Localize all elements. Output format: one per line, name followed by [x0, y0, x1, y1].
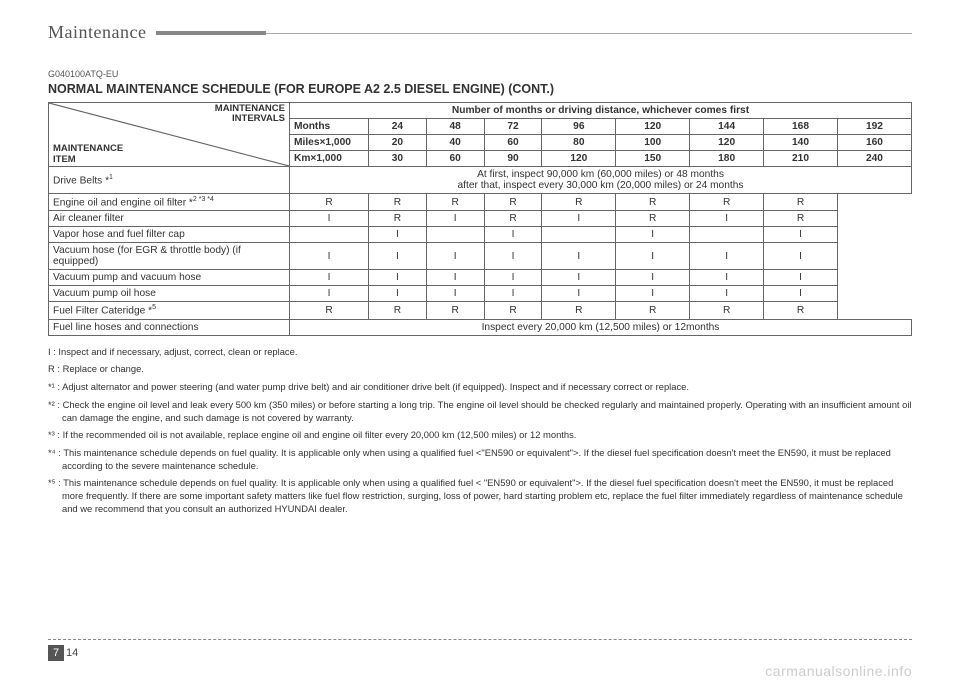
header-title: Maintenance — [48, 22, 156, 43]
row-fuel-line-hoses: Fuel line hoses and connections Inspect … — [49, 319, 912, 335]
note-i: I : Inspect and if necessary, adjust, co… — [48, 346, 912, 359]
row-vacuum-pump-hose: Vacuum pump and vacuum hose I I I I I I … — [49, 270, 912, 286]
corner-bl-l1: MAINTENANCE — [53, 143, 123, 154]
row-drive-belts: Drive Belts *1 At first, inspect 90,000 … — [49, 167, 912, 194]
row-engine-oil: Engine oil and engine oil filter *2 *3 *… — [49, 194, 912, 211]
page-number: 14 — [64, 647, 78, 659]
row-vapor-hose: Vapor hose and fuel filter cap I I I I — [49, 227, 912, 243]
note-r: R : Replace or change. — [48, 363, 912, 376]
header-rule-thin — [266, 33, 912, 34]
corner-tr-l2: INTERVALS — [232, 113, 285, 124]
page-footer: 714 — [48, 639, 912, 661]
document-code: G040100ATQ-EU — [48, 69, 912, 79]
note-2: *² : Check the engine oil level and leak… — [48, 399, 912, 424]
page-header: Maintenance — [48, 22, 912, 43]
maintenance-table: MAINTENANCE INTERVALS MAINTENANCE ITEM N… — [48, 102, 912, 336]
row-air-cleaner: Air cleaner filter I R I R I R I R — [49, 211, 912, 227]
row-vacuum-hose-egr: Vacuum hose (for EGR & throttle body) (i… — [49, 243, 912, 270]
footnotes: I : Inspect and if necessary, adjust, co… — [48, 346, 912, 516]
document-title: NORMAL MAINTENANCE SCHEDULE (FOR EUROPE … — [48, 82, 912, 96]
section-number: 7 — [48, 645, 64, 661]
corner-tr-l1: MAINTENANCE — [215, 103, 285, 114]
note-5: *⁵ : This maintenance schedule depends o… — [48, 477, 912, 515]
table-header-span: Number of months or driving distance, wh… — [290, 103, 912, 119]
header-rule-thick — [156, 31, 266, 35]
corner-cell: MAINTENANCE INTERVALS MAINTENANCE ITEM — [49, 103, 290, 167]
watermark: carmanualsonline.info — [765, 663, 912, 679]
note-3: *³ : If the recommended oil is not avail… — [48, 429, 912, 442]
row-vacuum-pump-oil-hose: Vacuum pump oil hose I I I I I I I I — [49, 286, 912, 302]
corner-bl-l2: ITEM — [53, 154, 76, 165]
row-fuel-filter: Fuel Filter Cateridge *5 R R R R R R R R — [49, 302, 912, 319]
note-4: *⁴ : This maintenance schedule depends o… — [48, 447, 912, 472]
note-1: *¹ : Adjust alternator and power steerin… — [48, 381, 912, 394]
